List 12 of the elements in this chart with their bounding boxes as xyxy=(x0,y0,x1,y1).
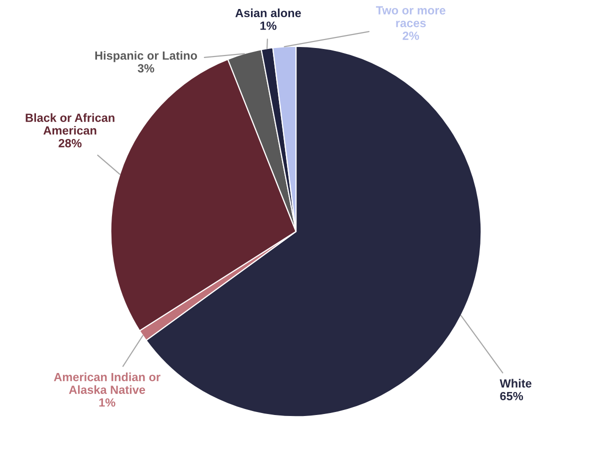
slice-label: Hispanic or Latino xyxy=(95,51,198,62)
slice-label: Asian alone xyxy=(235,8,301,18)
data-label: 3% xyxy=(138,64,154,73)
data-label: 1% xyxy=(99,398,116,407)
data-label: 2% xyxy=(402,32,420,40)
slice-label: White xyxy=(500,378,532,388)
slice-label: American Indian or Alaska Native xyxy=(54,372,160,394)
slice-label: Black or African American xyxy=(26,113,114,135)
data-label: 1% xyxy=(260,22,276,30)
slice-label: Two or more races xyxy=(376,6,446,28)
data-label: 28% xyxy=(58,139,82,148)
data-label: 65% xyxy=(500,392,524,400)
